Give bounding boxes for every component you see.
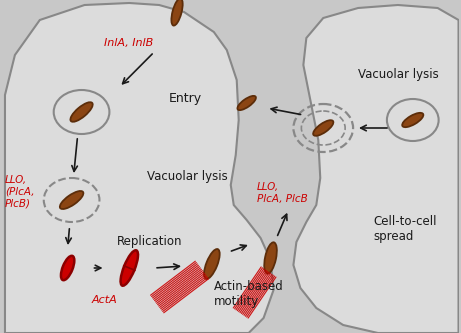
Ellipse shape: [204, 249, 220, 279]
Ellipse shape: [237, 96, 256, 110]
Ellipse shape: [171, 0, 183, 26]
Text: LLO,
PlcA, PlcB: LLO, PlcA, PlcB: [257, 182, 307, 203]
Text: Vacuolar lysis: Vacuolar lysis: [358, 68, 439, 81]
Ellipse shape: [264, 242, 277, 274]
Text: ActA: ActA: [92, 295, 117, 305]
Ellipse shape: [60, 191, 83, 209]
Ellipse shape: [121, 250, 138, 286]
Text: LLO,
(PlcA,
PlcB): LLO, (PlcA, PlcB): [5, 175, 35, 208]
Text: Replication: Replication: [118, 235, 183, 248]
Ellipse shape: [61, 256, 74, 280]
Text: InlA, InlB: InlA, InlB: [105, 38, 154, 48]
Polygon shape: [293, 5, 459, 333]
Text: Cell-to-cell
spread: Cell-to-cell spread: [373, 215, 437, 243]
Polygon shape: [5, 3, 273, 333]
Ellipse shape: [71, 102, 93, 122]
Text: Actin-based
motility: Actin-based motility: [214, 280, 284, 308]
Ellipse shape: [402, 113, 423, 127]
Text: Vacuolar lysis: Vacuolar lysis: [147, 170, 228, 183]
Text: Entry: Entry: [169, 92, 202, 105]
Ellipse shape: [313, 120, 333, 136]
